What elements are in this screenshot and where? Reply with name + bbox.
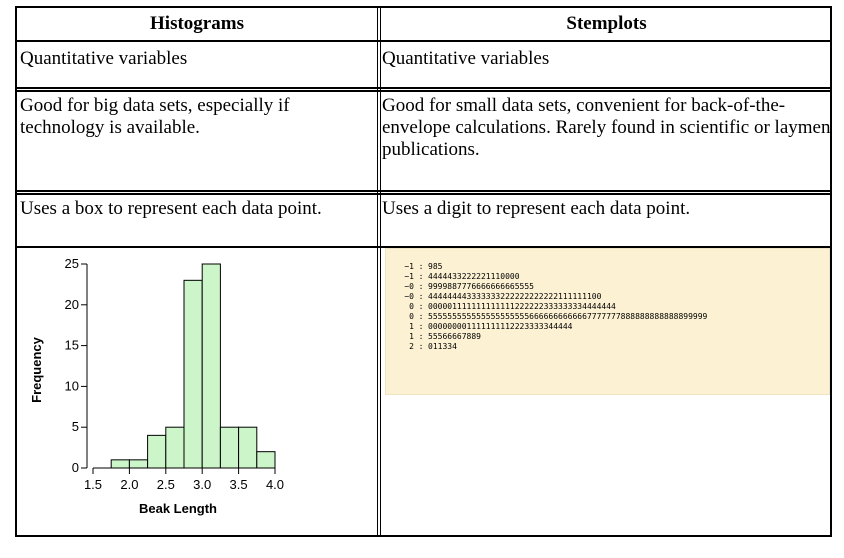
- y-tick-label: 25: [65, 256, 79, 271]
- row-divider: [17, 87, 830, 89]
- histogram-bar: [256, 451, 276, 469]
- stem-value: 0: [409, 312, 414, 321]
- leaf-digits: 9999887776666666665555: [428, 282, 534, 291]
- x-tick-label: 3.0: [193, 477, 211, 492]
- header-divider: [17, 40, 830, 42]
- leaf-digits: 444444443333333222222222222111111100: [428, 292, 602, 301]
- x-tick-label: 2.0: [120, 477, 138, 492]
- stem-value: 2: [409, 342, 414, 351]
- stemplot-row: 1:55566667889: [386, 332, 481, 342]
- stem-separator: :: [418, 302, 424, 311]
- hist-dataset-cell: Good for big data sets, especially if te…: [20, 95, 290, 138]
- y-tick-label: 0: [72, 460, 79, 475]
- stem-value: −0: [404, 282, 414, 291]
- x-axis-ticks: 1.5 2.0 2.5 3.0 3.5 4.0: [84, 468, 284, 492]
- column-divider: [377, 8, 378, 535]
- y-axis-ticks: 0 5 10 15 20 25: [65, 256, 87, 475]
- stem-separator: :: [418, 312, 424, 321]
- stem-value: 0: [409, 302, 414, 311]
- leaf-digits: 55566667889: [428, 332, 481, 341]
- x-axis-label: Beak Length: [139, 501, 217, 516]
- histogram-bar: [165, 426, 185, 469]
- histogram-bar: [201, 263, 221, 469]
- stemplot-row: 1:000000001111111112223333344444: [386, 322, 573, 332]
- column-divider: [380, 8, 381, 535]
- stem-dataset-cell: Good for small data sets, convenient for…: [382, 95, 831, 160]
- stem-value: −0: [404, 292, 414, 301]
- histogram-bar: [238, 426, 258, 469]
- beak-length-histogram: 1.5 2.0 2.5 3.0 3.5 4.0 0 5 10 15 20 25 Beak Lengt…: [29, 256, 284, 516]
- y-tick-label: 5: [72, 419, 79, 434]
- x-tick-label: 4.0: [266, 477, 284, 492]
- stem-separator: :: [418, 332, 424, 341]
- x-tick-label: 3.5: [230, 477, 248, 492]
- stem-representation-cell: Uses a digit to represent each data poin…: [382, 198, 691, 219]
- y-tick-label: 10: [65, 378, 79, 393]
- histogram-bar: [128, 459, 149, 469]
- leaf-digits: 000001111111111111222222333333334444444: [428, 302, 616, 311]
- leaf-digits: 5555555555555555555556666666666667777777…: [428, 312, 708, 321]
- stemplot-row: −1:985: [386, 262, 442, 272]
- stem-value: −1: [404, 262, 414, 271]
- row-divider: [17, 193, 830, 195]
- leaf-digits: 4444433222221110000: [428, 272, 520, 281]
- stemplot-row: −0:9999887776666666665555: [386, 282, 534, 292]
- header-stemplots: Stemplots: [566, 13, 647, 34]
- comparison-table: Histograms Stemplots Quantitative variab…: [15, 6, 832, 537]
- stem-value: 1: [409, 332, 414, 341]
- histogram-bar: [110, 459, 130, 469]
- stem-separator: :: [418, 262, 424, 271]
- stem-separator: :: [418, 322, 424, 331]
- histogram-bars: [110, 263, 276, 469]
- y-axis-label: Frequency: [29, 336, 44, 403]
- stemplot-row: −1:4444433222221110000: [386, 272, 520, 282]
- header-histograms: Histograms: [150, 13, 244, 34]
- y-tick-label: 15: [65, 338, 79, 353]
- leaf-digits: 011334: [428, 342, 457, 351]
- stem-separator: :: [418, 342, 424, 351]
- stemplot-row: 2:011334: [386, 342, 457, 352]
- stemplot-row: 0:55555555555555555555566666666666677777…: [386, 312, 707, 322]
- y-tick-label: 20: [65, 297, 79, 312]
- stem-value: 1: [409, 322, 414, 331]
- stemplot-row: 0:00000111111111111122222233333333444444…: [386, 302, 616, 312]
- row-divider: [17, 190, 830, 192]
- x-tick-label: 2.5: [157, 477, 175, 492]
- leaf-digits: 985: [428, 262, 443, 271]
- row-divider: [17, 246, 830, 248]
- stemplot-panel: −1:985 −1:4444433222221110000 −0:999988777…: [385, 248, 830, 395]
- stem-separator: :: [418, 272, 424, 281]
- histogram-bar: [147, 434, 167, 469]
- stem-variables-cell: Quantitative variables: [382, 48, 550, 69]
- hist-representation-cell: Uses a box to represent each data point.: [20, 198, 322, 219]
- histogram-bar: [219, 426, 240, 469]
- row-divider: [17, 90, 830, 92]
- stem-value: −1: [404, 272, 414, 281]
- stemplot-row: −0:444444443333333222222222222111111100: [386, 292, 601, 302]
- histogram-bar: [183, 279, 203, 469]
- stem-separator: :: [418, 292, 424, 301]
- x-tick-label: 1.5: [84, 477, 102, 492]
- leaf-digits: 000000001111111112223333344444: [428, 322, 573, 331]
- hist-variables-cell: Quantitative variables: [20, 48, 188, 69]
- stem-separator: :: [418, 282, 424, 291]
